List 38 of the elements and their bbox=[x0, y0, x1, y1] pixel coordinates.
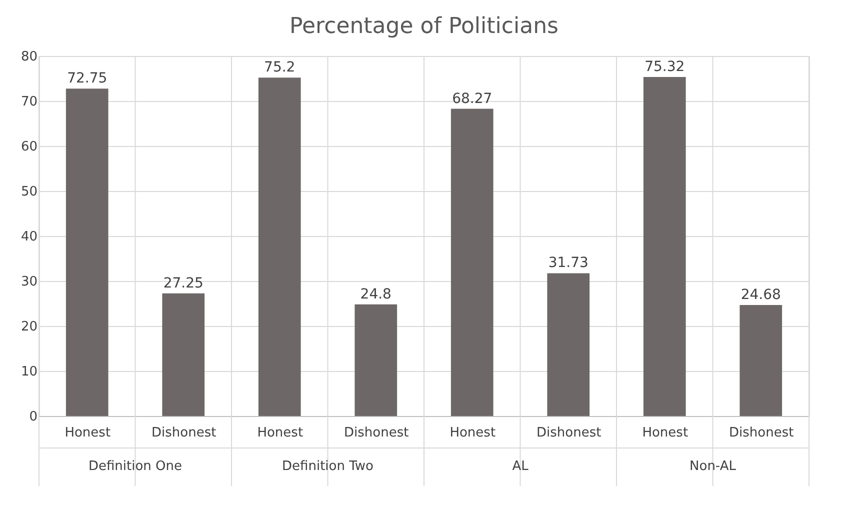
x-tick-label: Honest bbox=[450, 426, 496, 440]
x-tick-label: Dishonest bbox=[536, 426, 602, 440]
text: Non-AL bbox=[690, 459, 737, 474]
text: Definition One bbox=[88, 459, 182, 474]
data-label: 75.2 bbox=[264, 60, 296, 76]
x-tick-label: Dishonest bbox=[729, 426, 794, 440]
x-tick-label: Honest bbox=[257, 426, 304, 440]
y-tick-label: 80 bbox=[20, 50, 38, 64]
data-label: 27.25 bbox=[163, 275, 204, 292]
y-tick-label: 20 bbox=[20, 320, 38, 334]
y-tick-label: 60 bbox=[20, 140, 38, 154]
data-label: 31.73 bbox=[548, 255, 588, 272]
x-tick-label: Dishonest bbox=[152, 426, 216, 440]
bar bbox=[547, 273, 590, 416]
data-label: 68.27 bbox=[452, 90, 492, 107]
bar bbox=[450, 108, 494, 416]
bar bbox=[66, 88, 108, 416]
bar bbox=[258, 78, 301, 416]
x-tick-label: Honest bbox=[64, 426, 111, 440]
data-label: 75.32 bbox=[644, 59, 685, 76]
y-tick-label: 50 bbox=[20, 184, 38, 200]
y-tick-label: 0 bbox=[29, 410, 38, 424]
data-label: 24.68 bbox=[740, 286, 781, 303]
y-tick-label: 10 bbox=[20, 364, 38, 380]
text: Definition Two bbox=[282, 459, 374, 474]
data-label: 72.75 bbox=[67, 70, 108, 87]
bar bbox=[162, 293, 205, 416]
x-tick-label: Dishonest bbox=[344, 426, 409, 440]
bar bbox=[643, 77, 686, 416]
y-tick-label: 30 bbox=[20, 274, 38, 290]
text: AL bbox=[512, 459, 530, 474]
bar bbox=[354, 304, 398, 416]
chart-title: Percentage of Politicians bbox=[290, 14, 558, 39]
bar bbox=[740, 304, 782, 416]
x-tick-label: Honest bbox=[642, 426, 688, 440]
y-tick-label: 70 bbox=[20, 94, 38, 110]
y-tick-label: 40 bbox=[20, 230, 38, 244]
data-label: 24.8 bbox=[360, 286, 392, 302]
